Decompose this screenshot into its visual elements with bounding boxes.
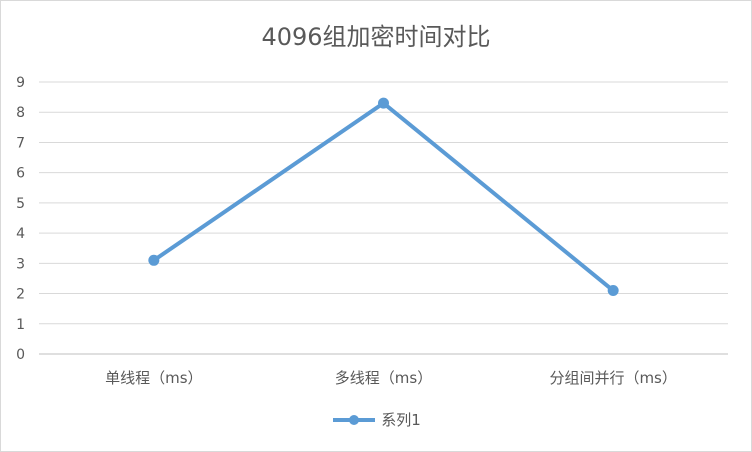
data-point (378, 97, 389, 109)
x-tick-label: 多线程（ms） (335, 369, 432, 387)
y-tick-label: 1 (16, 317, 25, 333)
y-tick-label: 7 (16, 135, 25, 151)
y-tick-label: 8 (16, 105, 25, 121)
y-tick-label: 0 (16, 347, 25, 363)
y-tick-label: 2 (16, 287, 25, 303)
y-tick-label: 5 (16, 196, 25, 212)
y-tick-label: 4 (16, 226, 25, 242)
data-point (607, 285, 619, 297)
x-tick-label: 分组间并行（ms） (549, 369, 676, 387)
legend: 系列1 (1, 409, 751, 430)
chart-title: 4096组加密时间对比 (261, 23, 491, 51)
y-tick-label: 6 (16, 166, 25, 182)
x-tick-label: 单线程（ms） (105, 369, 202, 387)
legend-label-series-1: 系列1 (381, 411, 421, 429)
y-tick-label: 3 (16, 256, 25, 272)
series-line-1 (151, 101, 616, 293)
legend-marker-series-1 (333, 414, 376, 425)
data-point (148, 254, 160, 266)
y-tick-label: 9 (16, 75, 25, 91)
